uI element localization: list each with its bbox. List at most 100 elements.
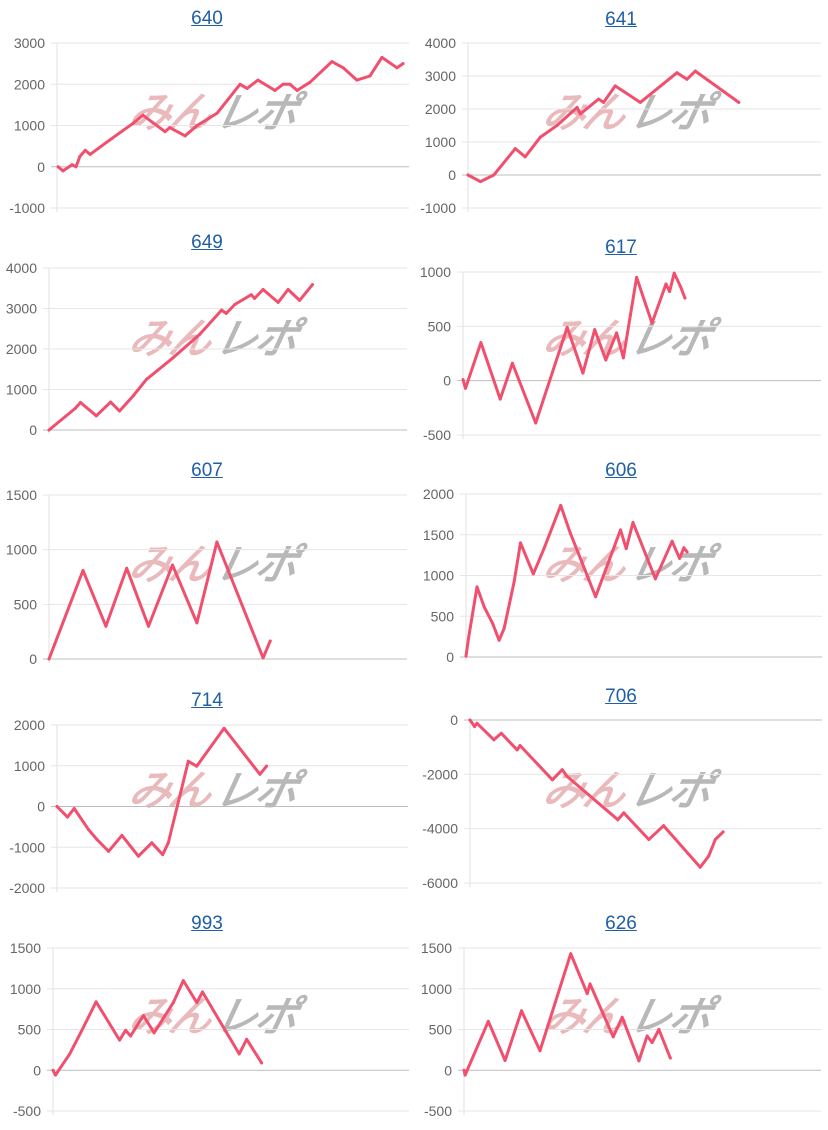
data-point — [61, 169, 65, 173]
data-point — [560, 768, 564, 772]
chart-title-link[interactable]: 714 — [191, 690, 223, 711]
data-point — [486, 1019, 490, 1023]
data-point — [497, 638, 501, 642]
data-point — [256, 78, 260, 82]
data-point — [183, 134, 187, 138]
data-point — [144, 377, 148, 381]
y-tick-label: 3000 — [6, 301, 37, 317]
data-point — [79, 1029, 83, 1033]
y-tick-label: 1000 — [421, 981, 452, 997]
y-tick-label: -1000 — [9, 839, 45, 855]
y-tick-label: 0 — [448, 167, 456, 183]
chart-title-link[interactable]: 706 — [605, 686, 637, 707]
data-point — [171, 1001, 175, 1005]
data-point — [310, 283, 314, 287]
y-tick-label: 4000 — [6, 260, 37, 276]
data-point — [258, 772, 262, 776]
series-line — [51, 979, 264, 1077]
data-point — [588, 982, 592, 986]
data-point — [737, 100, 741, 104]
data-point — [635, 275, 639, 279]
y-tick-label: 2000 — [14, 76, 45, 92]
data-point — [611, 1035, 615, 1039]
data-point — [73, 407, 77, 411]
data-point — [538, 1049, 542, 1053]
series-line — [464, 503, 689, 658]
y-tick-label: 0 — [450, 712, 458, 728]
chart-title-link[interactable]: 641 — [605, 9, 637, 30]
data-point — [298, 298, 302, 302]
data-point — [273, 88, 277, 92]
series-line — [55, 726, 268, 858]
data-point — [550, 778, 554, 782]
data-point — [261, 287, 265, 291]
chart-panel-617: 617 みんレポ 1000 500 0 -500 — [414, 226, 828, 452]
chart-panel-649: 649 みんレポ 4000 3000 2000 1000 0 — [0, 226, 414, 452]
series-line — [468, 718, 725, 869]
data-point — [575, 105, 579, 109]
data-point — [136, 854, 140, 858]
data-point — [51, 1068, 55, 1072]
y-tick-label: 500 — [431, 608, 455, 624]
data-point — [125, 566, 129, 570]
data-point — [464, 386, 468, 390]
data-point — [707, 854, 711, 858]
data-point — [464, 654, 468, 658]
data-point — [482, 605, 486, 609]
y-tick-label: 1000 — [6, 542, 37, 558]
data-point — [693, 69, 697, 73]
data-point — [502, 626, 506, 630]
y-tick-label: 1500 — [423, 527, 454, 543]
chart-title-link[interactable]: 617 — [605, 237, 637, 258]
chart-title-link[interactable]: 993 — [191, 913, 223, 934]
data-point — [308, 80, 312, 84]
data-point — [108, 138, 112, 142]
data-point — [555, 124, 559, 127]
data-point — [515, 748, 519, 752]
data-point — [171, 563, 175, 567]
data-point — [249, 293, 253, 297]
data-point — [78, 154, 82, 158]
y-tick-label: 0 — [29, 422, 37, 438]
data-point — [195, 124, 199, 127]
data-point — [276, 300, 280, 304]
chart-title-link[interactable]: 640 — [191, 8, 223, 29]
series-line — [466, 69, 741, 184]
y-tick-label: -500 — [13, 1103, 41, 1119]
data-point — [653, 577, 657, 581]
data-point — [510, 361, 514, 365]
line-chart: 4000 3000 2000 1000 0 -1000 — [420, 35, 821, 216]
data-point — [141, 113, 145, 117]
data-point — [395, 66, 399, 70]
y-tick-label: 0 — [37, 159, 45, 175]
data-point — [330, 60, 334, 64]
data-point — [462, 1068, 466, 1072]
data-point — [224, 311, 228, 315]
data-point — [492, 173, 496, 177]
chart-panel-714: 714 みんレポ 2000 1000 0 -1000 -2000 — [0, 678, 414, 904]
data-point — [685, 550, 689, 554]
data-point — [518, 541, 522, 545]
data-point — [66, 815, 70, 819]
line-chart: 4000 3000 2000 1000 0 — [6, 260, 407, 438]
data-point — [87, 828, 91, 832]
y-tick-label: 1500 — [10, 940, 41, 956]
y-tick-label: -500 — [423, 427, 451, 443]
data-point — [68, 1052, 72, 1056]
y-tick-label: 4000 — [425, 35, 456, 51]
y-tick-label: 1000 — [14, 758, 45, 774]
line-chart: 1500 1000 500 0 -500 — [421, 940, 821, 1119]
data-point — [594, 595, 598, 599]
data-point — [581, 371, 585, 375]
data-point — [198, 332, 202, 336]
chart-title-link[interactable]: 606 — [605, 460, 637, 481]
chart-title-link[interactable]: 649 — [191, 232, 223, 253]
data-point — [88, 152, 92, 156]
chart-title-link[interactable]: 626 — [605, 913, 637, 934]
data-point — [147, 624, 151, 628]
data-point — [168, 126, 172, 130]
y-tick-label: 1000 — [10, 981, 41, 997]
y-tick-label: -4000 — [422, 821, 458, 837]
data-point — [568, 531, 572, 535]
chart-title-link[interactable]: 607 — [191, 460, 223, 481]
